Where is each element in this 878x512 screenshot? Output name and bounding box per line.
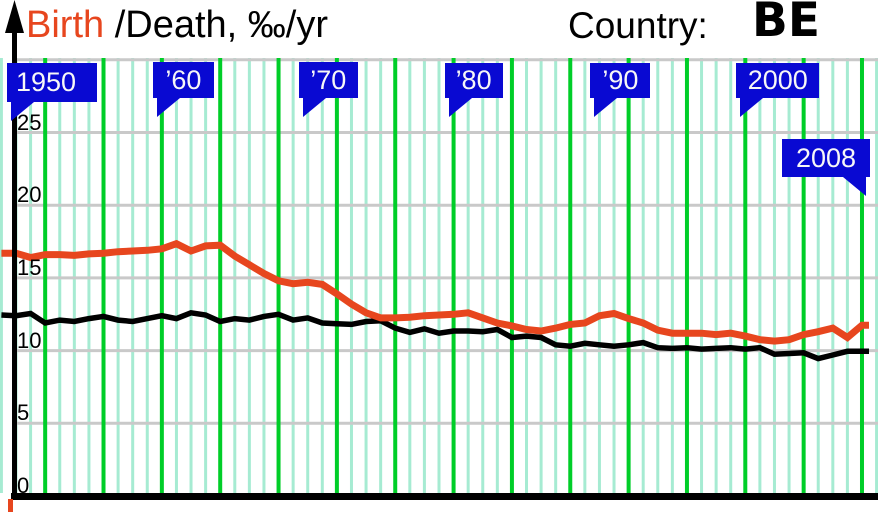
y-axis-tick-label: 15 <box>17 254 42 280</box>
y-axis-tick-label: 10 <box>17 327 42 353</box>
country-code: BE <box>752 0 820 48</box>
year-flag-1960: ’60 <box>152 62 214 117</box>
y-axis-arrow-icon <box>5 0 24 33</box>
y-axis-tick-label: 0 <box>17 473 30 498</box>
country-label: Country: <box>568 5 708 46</box>
y-axis-tick-label: 20 <box>17 182 42 208</box>
chart-title: Birth /Death, ‰/yr <box>26 5 328 45</box>
birth-rate-line <box>1 239 869 345</box>
year-flag-1950: 1950 <box>7 63 97 121</box>
title-birth-word: Birth <box>26 4 105 46</box>
year-flag-1990: ’90 <box>590 63 651 117</box>
year-flag-1980: ’80 <box>444 63 503 117</box>
year-flag-2000: 2000 <box>736 63 820 117</box>
year-flag-1970: ’70 <box>298 62 358 117</box>
death-rate-line <box>1 309 869 362</box>
title-death-units: /Death, ‰/yr <box>104 4 328 46</box>
y-axis-tick-label: 5 <box>17 400 30 426</box>
year-flag-2008: 2008 <box>781 139 870 196</box>
origin-red-tick <box>8 499 13 512</box>
